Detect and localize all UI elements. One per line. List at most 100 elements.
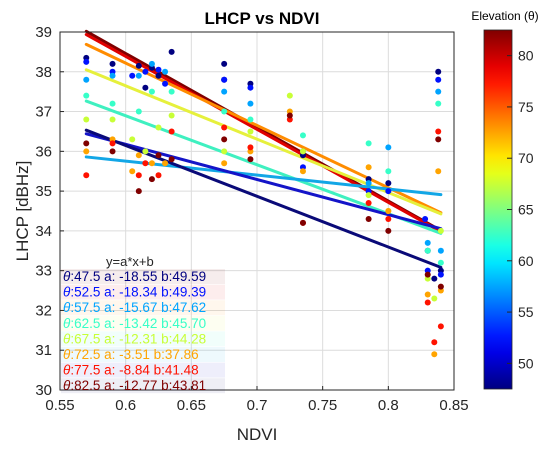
data-point: [162, 160, 169, 167]
data-point: [83, 58, 90, 65]
scatter-points: [83, 48, 444, 358]
data-point: [435, 68, 442, 75]
colorbar-tick-label: 65: [518, 202, 534, 218]
data-point: [365, 192, 372, 199]
x-tick-label: 0.8: [378, 397, 399, 414]
data-point: [286, 112, 293, 119]
data-point: [168, 156, 175, 163]
x-tick-label: 0.7: [247, 397, 268, 414]
data-point: [422, 215, 429, 222]
colorbar-tick-label: 55: [518, 304, 534, 320]
colorbar-tick-label: 75: [518, 99, 534, 115]
data-point: [109, 148, 116, 155]
legend-row-bg: [61, 331, 225, 347]
fit-line: [84, 68, 443, 216]
data-point: [365, 200, 372, 207]
colorbar-tick-label: 80: [518, 48, 534, 64]
data-point: [109, 60, 116, 67]
plot-area: [59, 29, 455, 391]
legend-row-bg: [61, 315, 225, 331]
legend-entry: θ:67.5 a: -12.31 b:44.28: [63, 331, 206, 346]
data-point: [385, 144, 392, 151]
data-point: [135, 188, 142, 195]
data-point: [435, 168, 442, 175]
data-point: [155, 66, 162, 73]
data-point: [437, 227, 444, 234]
fit-line: [84, 99, 443, 235]
data-point: [168, 112, 175, 119]
equation-label: y=a*x+b: [106, 254, 154, 269]
data-point: [221, 76, 228, 83]
legend-entry: θ:52.5 a: -18.34 b:49.39: [63, 285, 206, 300]
data-point: [135, 152, 142, 159]
data-point: [162, 68, 169, 75]
data-point: [385, 188, 392, 195]
data-point: [435, 88, 442, 95]
data-point: [135, 72, 142, 79]
data-point: [142, 84, 149, 91]
data-point: [299, 132, 306, 139]
data-point: [424, 271, 431, 278]
colorbar: Elevation (θ) 50 55 60 65 70 75 80: [471, 9, 539, 390]
y-tick-label: 37: [35, 104, 52, 121]
data-point: [365, 180, 372, 187]
data-point: [162, 80, 169, 87]
x-tick-label: 0.85: [439, 397, 468, 414]
data-point: [247, 84, 254, 91]
legend-row-bg: [61, 362, 225, 378]
y-tick-label: 32: [35, 302, 52, 319]
legend-entry: θ:62.5 a: -13.42 b:45.70: [63, 316, 206, 331]
data-point: [435, 136, 442, 143]
y-tick-label: 36: [35, 143, 52, 160]
legend-row-bg: [61, 284, 225, 300]
data-point: [299, 219, 306, 226]
data-point: [435, 100, 442, 107]
data-point: [221, 88, 228, 95]
data-point: [221, 108, 228, 115]
data-point: [221, 160, 228, 167]
legend-entry: θ:57.5 a: -15.67 b:47.62: [63, 300, 206, 315]
colorbar-ticks: 50 55 60 65 70 75 80: [507, 48, 534, 371]
data-point: [247, 116, 254, 123]
legend-row-bg: [61, 269, 225, 284]
data-point: [299, 168, 306, 175]
data-point: [247, 156, 254, 163]
legend-entry: θ:77.5 a: -8.84 b:41.48: [63, 363, 199, 378]
data-point: [142, 68, 149, 75]
data-point: [437, 259, 444, 266]
data-point: [221, 60, 228, 67]
data-point: [365, 215, 372, 222]
data-point: [129, 168, 136, 175]
data-point: [437, 271, 444, 278]
data-point: [385, 180, 392, 187]
data-point: [385, 215, 392, 222]
data-point: [431, 351, 438, 358]
data-point: [148, 88, 155, 95]
data-point: [109, 116, 116, 123]
data-point: [168, 48, 175, 55]
data-point: [424, 239, 431, 246]
data-point: [247, 128, 254, 135]
x-tick-label: 0.6: [115, 397, 136, 414]
colorbar-title: Elevation (θ): [471, 9, 538, 23]
y-axis-title: LHCP [dBHz]: [13, 161, 32, 262]
data-point: [221, 136, 228, 143]
data-point: [109, 140, 116, 147]
data-point: [435, 76, 442, 83]
data-point: [247, 100, 254, 107]
data-point: [431, 295, 438, 302]
data-point: [431, 339, 438, 346]
chart-title: LHCP vs NDVI: [205, 9, 320, 28]
data-point: [385, 227, 392, 234]
x-tick-label: 0.55: [45, 397, 74, 414]
data-point: [83, 76, 90, 83]
x-axis-title: NDVI: [237, 425, 278, 444]
data-point: [135, 62, 142, 69]
data-point: [142, 160, 149, 167]
legend-entry: θ:72.5 a: -3.51 b:37.86: [63, 347, 199, 362]
colorbar-tick-label: 50: [518, 355, 534, 371]
data-point: [385, 208, 392, 214]
data-point: [148, 60, 155, 67]
data-point: [286, 92, 293, 99]
legend-entry: θ:82.5 a: -12.77 b:43.81: [63, 378, 206, 393]
